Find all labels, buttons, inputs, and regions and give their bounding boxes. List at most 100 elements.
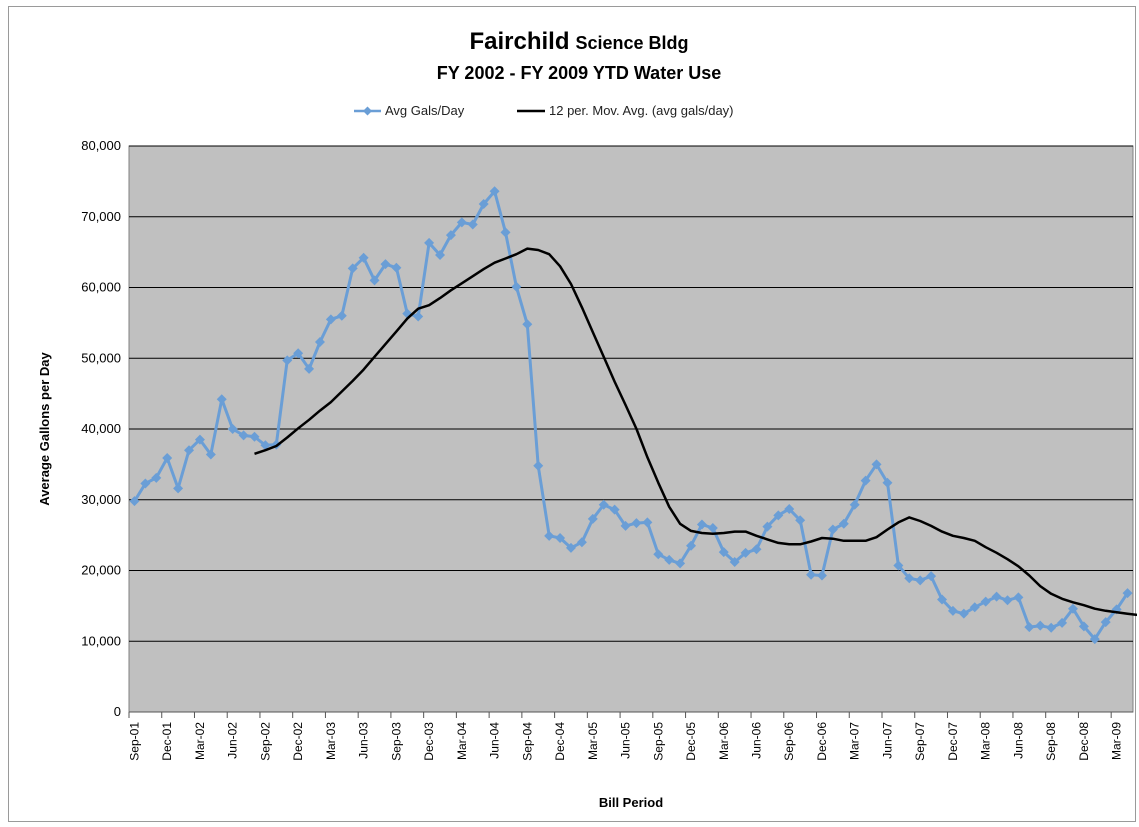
data-point <box>238 430 249 441</box>
x-tick-label: Jun-08 <box>1011 722 1025 759</box>
data-point <box>445 230 456 241</box>
data-point <box>620 520 631 531</box>
data-point <box>565 542 576 553</box>
x-tick-label: Dec-06 <box>815 722 829 761</box>
x-tick-label: Mar-07 <box>848 722 862 760</box>
data-point <box>1002 595 1013 606</box>
y-tick-label: 30,000 <box>81 492 121 507</box>
data-point <box>489 186 500 197</box>
series-moving-avg <box>254 247 1137 617</box>
data-point <box>871 459 882 470</box>
data-point <box>1078 621 1089 632</box>
data-point <box>947 605 958 616</box>
y-tick-label: 0 <box>114 704 121 719</box>
chart-title-main: Fairchild <box>469 28 569 55</box>
x-tick-label: Jun-07 <box>880 722 894 759</box>
data-point <box>413 311 424 322</box>
data-point <box>1035 620 1046 631</box>
x-tick-label: Jun-06 <box>750 722 764 759</box>
data-point <box>631 518 642 529</box>
data-point <box>838 518 849 529</box>
x-tick-label: Dec-08 <box>1077 722 1091 761</box>
x-tick-label: Dec-03 <box>422 722 436 761</box>
data-point <box>642 517 653 528</box>
x-tick-label: Dec-02 <box>291 722 305 761</box>
data-point <box>129 496 140 507</box>
data-point <box>1122 588 1133 599</box>
data-point <box>707 523 718 534</box>
y-tick-label: 80,000 <box>81 138 121 153</box>
x-tick-label: Mar-08 <box>979 722 993 760</box>
data-point <box>304 363 315 374</box>
data-point <box>1013 592 1024 603</box>
data-point <box>336 310 347 321</box>
x-tick-label: Mar-06 <box>717 722 731 760</box>
data-point <box>456 217 467 228</box>
x-tick-label: Sep-03 <box>389 722 403 761</box>
data-point <box>729 557 740 568</box>
data-point <box>576 537 587 548</box>
data-point <box>533 460 544 471</box>
data-point <box>784 503 795 514</box>
data-point <box>609 504 620 515</box>
chart-frame: Fairchild Science Bldg FY 2002 - FY 2009 … <box>8 6 1137 822</box>
data-point <box>991 591 1002 602</box>
y-tick-label: 60,000 <box>81 280 121 295</box>
data-point <box>751 544 762 555</box>
legend-label-moving-avg: 12 per. Mov. Avg. (avg gals/day) <box>549 103 734 118</box>
data-point <box>718 547 729 558</box>
series-line-moving-avg <box>254 247 1137 617</box>
data-point <box>937 594 948 605</box>
x-tick-label: Dec-04 <box>553 722 567 761</box>
legend: Avg Gals/Day 12 per. Mov. Avg. (avg gals… <box>354 103 734 118</box>
chart-title: Fairchild Science Bldg <box>469 28 688 55</box>
data-point <box>1024 622 1035 633</box>
data-point <box>424 237 435 248</box>
data-point <box>686 540 697 551</box>
data-point <box>522 319 533 330</box>
data-point <box>849 499 860 510</box>
legend-label-avg-gals: Avg Gals/Day <box>385 103 465 118</box>
data-point <box>391 262 402 273</box>
data-point <box>1046 622 1057 633</box>
x-tick-label: Sep-01 <box>127 722 141 761</box>
y-tick-label: 50,000 <box>81 350 121 365</box>
data-point <box>664 554 675 565</box>
data-point <box>904 573 915 584</box>
data-point <box>915 575 926 586</box>
data-point <box>555 532 566 543</box>
chart-svg: Fairchild Science Bldg FY 2002 - FY 2009 … <box>37 28 1137 810</box>
data-point <box>249 431 260 442</box>
y-tick-label: 40,000 <box>81 421 121 436</box>
data-point <box>587 513 598 524</box>
data-point <box>860 475 871 486</box>
data-point <box>762 521 773 532</box>
x-tick-label: Sep-08 <box>1044 722 1058 761</box>
data-point <box>544 530 555 541</box>
y-tick-labels: 0 10,000 20,000 30,000 40,000 50,000 60,000 70,… <box>81 138 121 719</box>
data-point <box>140 478 151 489</box>
chart-title-suffix: Science Bldg <box>575 33 688 53</box>
x-axis: Sep-01 Dec-01 Mar-02 Jun-02 Sep-02 Dec-02 Mar-… <box>127 711 1133 761</box>
data-point <box>314 336 325 347</box>
data-point <box>882 477 893 488</box>
data-point <box>827 524 838 535</box>
data-point <box>1067 603 1078 614</box>
x-tick-label: Sep-06 <box>782 722 796 761</box>
data-point <box>380 259 391 270</box>
data-point <box>478 199 489 210</box>
data-point <box>500 227 511 238</box>
data-point <box>325 314 336 325</box>
data-point <box>173 483 184 494</box>
data-point <box>806 569 817 580</box>
x-tick-label: Jun-03 <box>357 722 371 759</box>
data-point <box>435 249 446 260</box>
x-tick-label: Mar-03 <box>324 722 338 760</box>
data-point <box>598 499 609 510</box>
x-tick-label: Jun-02 <box>226 722 240 759</box>
data-point <box>773 510 784 521</box>
data-point <box>194 434 205 445</box>
gridlines <box>129 145 1133 642</box>
data-point <box>1100 617 1111 628</box>
x-tick-label: Mar-09 <box>1110 722 1124 760</box>
